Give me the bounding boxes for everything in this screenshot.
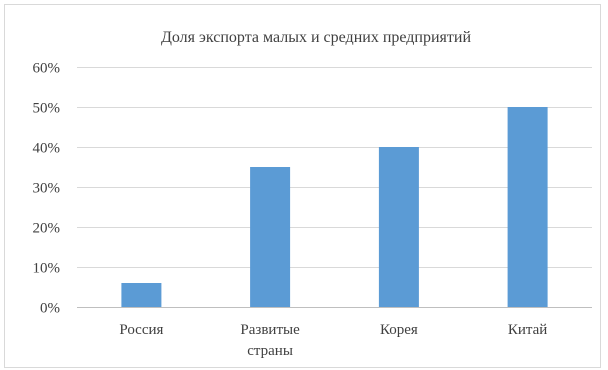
x-category-label-line: Корея xyxy=(380,322,418,338)
y-tick-label: 20% xyxy=(33,221,61,237)
bar xyxy=(250,167,291,307)
y-tick-label: 0% xyxy=(40,301,60,317)
x-category-label: Развитые страны xyxy=(240,322,300,359)
y-tick-label: 50% xyxy=(33,101,61,117)
x-category-label-line: Развитые xyxy=(240,322,300,338)
x-category-label-line: страны xyxy=(247,343,293,359)
x-category-label: Китай xyxy=(508,322,547,338)
x-category-label-line: Китай xyxy=(508,322,547,338)
bar xyxy=(121,283,162,307)
gridlines xyxy=(77,67,592,308)
y-tick-label: 30% xyxy=(33,181,61,197)
y-axis-ticks: 0% 10% 20% 30% 40% 50% 60% xyxy=(33,61,61,317)
y-tick-label: 60% xyxy=(33,61,61,77)
chart-title: Доля экспорта малых и средних предприяти… xyxy=(161,29,471,46)
x-axis-labels: Россия Развитые страны Корея Китай xyxy=(119,322,547,359)
y-tick-label: 40% xyxy=(33,141,61,157)
bars xyxy=(121,107,548,307)
x-category-label: Россия xyxy=(119,322,163,338)
y-tick-label: 10% xyxy=(33,261,61,277)
x-category-label-line: Россия xyxy=(119,322,163,338)
bar xyxy=(507,107,548,307)
bar xyxy=(378,147,419,307)
x-category-label: Корея xyxy=(380,322,418,338)
